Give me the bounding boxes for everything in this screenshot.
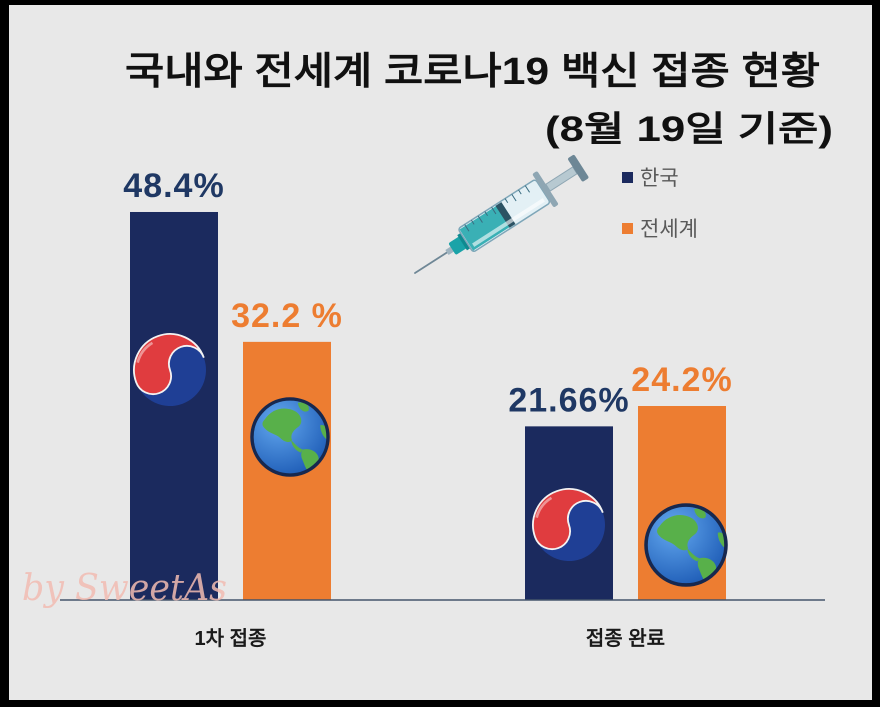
bar: [130, 211, 218, 600]
taegeuk-icon: [532, 488, 606, 562]
watermark: by SweetAs: [22, 568, 227, 609]
earth-icon: [644, 503, 728, 587]
syringe-icon: [414, 155, 589, 274]
taegeuk-icon: [133, 333, 207, 407]
x-tick-label: 1차 접종: [195, 627, 267, 650]
data-label: 48.4%: [123, 167, 224, 205]
labels: 1차 접종 접종 완료 48.4% 21.66% 32.2 % 24.2%: [123, 167, 732, 650]
chart-title: 국내와 전세계 코로나19 백신 접종 현황: [125, 51, 820, 93]
data-label: 24.2%: [631, 361, 732, 399]
legend-swatch-world: [622, 223, 633, 234]
legend: 한국 전세계: [622, 167, 698, 241]
legend-swatch-korea: [622, 172, 633, 183]
bars: [130, 211, 728, 600]
earth-icon: [250, 397, 330, 477]
data-label: 32.2 %: [231, 297, 343, 335]
data-label: 21.66%: [508, 381, 629, 419]
legend-label-korea: 한국: [640, 167, 679, 190]
x-tick-label: 접종 완료: [586, 627, 665, 650]
chart-subtitle: (8월 19일 기준): [545, 110, 833, 149]
legend-label-world: 전세계: [640, 218, 698, 241]
